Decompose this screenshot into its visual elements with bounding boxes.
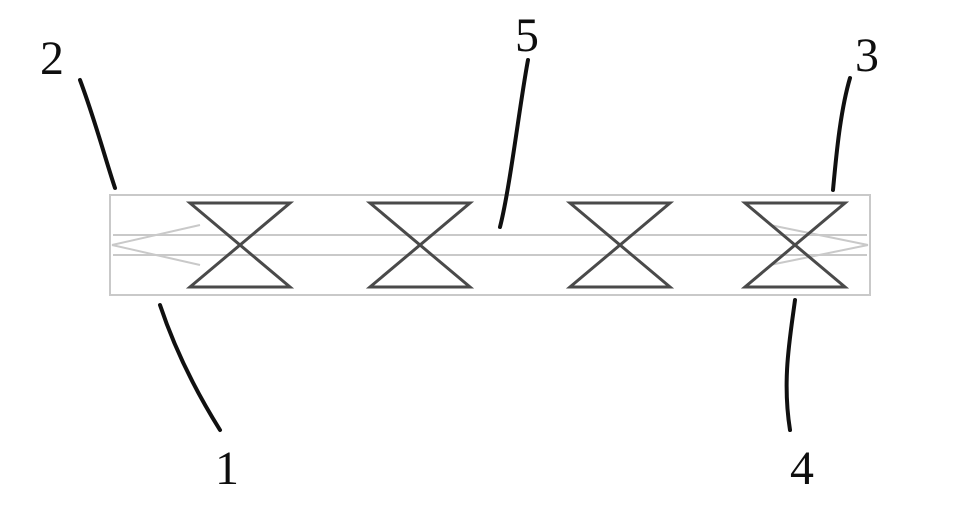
- callout-label-4: 4: [790, 445, 814, 493]
- figure-canvas: 1 2 3 4 5: [0, 0, 956, 528]
- callout-label-1: 1: [215, 445, 239, 493]
- callout-label-3: 3: [855, 32, 879, 80]
- callout-label-5: 5: [515, 12, 539, 60]
- callout-label-2: 2: [40, 35, 64, 83]
